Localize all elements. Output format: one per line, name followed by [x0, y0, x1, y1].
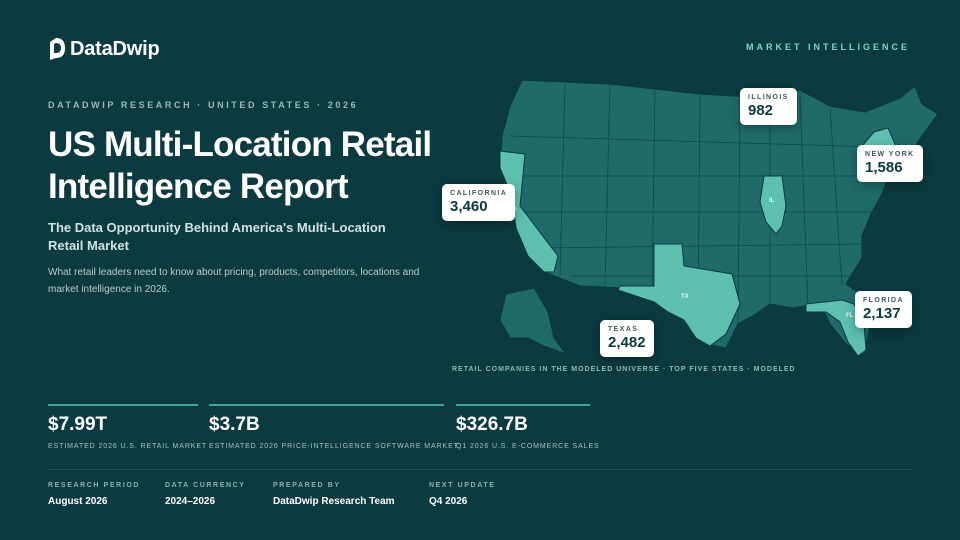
- meta-value: August 2026: [48, 496, 108, 507]
- callout-california[interactable]: CALIFORNIA 3,460: [442, 184, 516, 221]
- callout-value: 3,460: [450, 198, 488, 215]
- callout-state-label: TEXAS: [608, 326, 639, 333]
- callout-state-label: ILLINOIS: [748, 94, 789, 101]
- report-description: What retail leaders need to know about p…: [48, 267, 420, 295]
- meta-value: 2024–2026: [165, 496, 216, 507]
- meta-label: NEXT UPDATE: [429, 482, 496, 489]
- state-abbr-il: IL: [769, 198, 775, 204]
- report-subtitle: The Data Opportunity Behind America's Mu…: [48, 220, 386, 253]
- callout-value: 2,482: [608, 334, 646, 351]
- brand-logo[interactable]: DataDwip: [48, 36, 160, 62]
- stat-label: ESTIMATED 2026 PRICE-INTELLIGENCE SOFTWA…: [209, 443, 459, 450]
- stat-price-intelligence: $3.7B ESTIMATED 2026 PRICE-INTELLIGENCE …: [209, 404, 459, 450]
- callout-value: 982: [748, 102, 774, 119]
- callout-new-york[interactable]: NEW YORK 1,586: [857, 145, 923, 182]
- footer-divider: [48, 469, 912, 470]
- state-illinois: [759, 175, 787, 235]
- meta-value: DataDwip Research Team: [273, 496, 395, 507]
- state-texas: [617, 243, 741, 347]
- stat-value: $7.99T: [48, 414, 108, 435]
- stat-label: ESTIMATED 2026 U.S. RETAIL MARKET: [48, 443, 208, 450]
- report-title: US Multi-Location Retail Intelligence Re…: [48, 125, 432, 206]
- map-caption: RETAIL COMPANIES IN THE MODELED UNIVERSE…: [452, 366, 796, 373]
- meta-prepared-by: PREPARED BY DataDwip Research Team: [273, 482, 395, 507]
- callout-state-label: FLORIDA: [863, 297, 904, 304]
- state-borders: [509, 83, 911, 325]
- stat-ecommerce-sales: $326.7B Q1 2026 U.S. E-COMMERCE SALES: [456, 404, 600, 450]
- state-abbr-fl: FL: [846, 313, 854, 319]
- stat-value: $3.7B: [209, 414, 260, 435]
- meta-data-currency: DATA CURRENCY 2024–2026: [165, 482, 246, 507]
- meta-value: Q4 2026: [429, 496, 468, 507]
- meta-label: RESEARCH PERIOD: [48, 482, 141, 489]
- callout-value: 2,137: [863, 305, 901, 322]
- meta-next-update: NEXT UPDATE Q4 2026: [429, 482, 495, 507]
- callout-illinois[interactable]: ILLINOIS 982: [740, 88, 797, 125]
- state-florida: [805, 299, 867, 357]
- callout-state-label: CALIFORNIA: [450, 190, 508, 197]
- callout-value: 1,586: [865, 159, 903, 176]
- state-alaska: [499, 287, 568, 356]
- datadwip-logo-icon: [50, 38, 65, 60]
- stat-retail-market: $7.99T ESTIMATED 2026 U.S. RETAIL MARKET: [48, 404, 208, 450]
- callout-state-label: NEW YORK: [865, 151, 915, 158]
- meta-label: DATA CURRENCY: [165, 482, 246, 489]
- callout-texas[interactable]: TEXAS 2,482: [600, 320, 654, 357]
- meta-research-period: RESEARCH PERIOD August 2026: [48, 482, 140, 507]
- stat-value: $326.7B: [456, 414, 528, 435]
- callout-florida[interactable]: FLORIDA 2,137: [855, 291, 912, 328]
- meta-label: PREPARED BY: [273, 482, 341, 489]
- brand-name: DataDwip: [70, 37, 160, 60]
- stat-label: Q1 2026 U.S. E-COMMERCE SALES: [456, 443, 600, 450]
- brand-tagline: MARKET INTELLIGENCE: [746, 42, 910, 52]
- report-eyebrow: DATADWIP RESEARCH · UNITED STATES · 2026: [48, 100, 359, 110]
- state-abbr-tx: TX: [681, 294, 689, 300]
- us-mainland-shape: [499, 79, 939, 355]
